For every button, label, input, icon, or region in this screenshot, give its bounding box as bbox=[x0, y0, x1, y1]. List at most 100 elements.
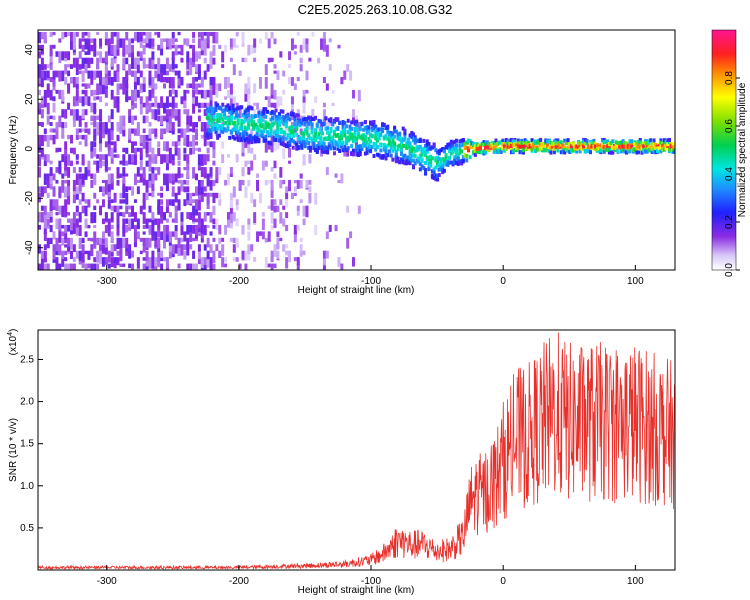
heatmap-ridge-cell bbox=[286, 133, 290, 138]
heatmap-noise-cell bbox=[99, 134, 103, 144]
heatmap-noise-cell bbox=[238, 70, 242, 76]
heatmap-ridge-cell bbox=[546, 145, 550, 150]
heatmap-ridge-cell bbox=[271, 122, 275, 127]
heatmap-noise-cell bbox=[96, 31, 100, 35]
heatmap-noise-cell bbox=[142, 173, 146, 186]
heatmap-noise-cell bbox=[145, 160, 149, 167]
heatmap-ridge-cell bbox=[554, 139, 558, 144]
heatmap-ridge-cell bbox=[247, 139, 251, 144]
heatmap-ridge-cell bbox=[241, 136, 245, 141]
heatmap-noise-cell bbox=[151, 38, 155, 47]
heatmap-ridge-cell bbox=[606, 144, 610, 149]
heatmap-ridge-cell bbox=[327, 137, 331, 142]
heatmap-noise-cell bbox=[110, 44, 114, 55]
heatmap-ridge-cell bbox=[302, 117, 306, 122]
heatmap-noise-cell bbox=[49, 179, 53, 190]
heatmap-ridge-cell bbox=[628, 149, 632, 154]
heatmap-noise-cell bbox=[235, 205, 239, 211]
heatmap-noise-cell bbox=[96, 51, 100, 56]
heatmap-ridge-cell bbox=[343, 121, 347, 126]
heatmap-noise-cell bbox=[258, 231, 262, 236]
heatmap-noise-cell bbox=[197, 109, 201, 113]
heatmap-ridge-cell bbox=[271, 110, 275, 115]
heatmap-noise-cell bbox=[81, 89, 85, 95]
heatmap-noise-cell bbox=[186, 128, 190, 133]
heatmap-ridge-cell bbox=[339, 134, 343, 139]
heatmap-noise-cell bbox=[177, 167, 181, 177]
colorbar-tick-label: 0.6 bbox=[724, 119, 735, 133]
heatmap-ridge-cell bbox=[231, 110, 235, 115]
heatmap-noise-cell bbox=[90, 244, 94, 257]
heatmap-ridge-cell bbox=[324, 136, 328, 141]
heatmap-ridge-cell bbox=[448, 155, 452, 160]
heatmap-noise-cell bbox=[38, 167, 41, 178]
heatmap-ridge-cell bbox=[336, 146, 340, 151]
heatmap-noise-cell bbox=[84, 109, 88, 116]
heatmap-ridge-cell bbox=[532, 143, 536, 148]
heatmap-ridge-cell bbox=[389, 131, 393, 136]
heatmap-noise-cell bbox=[43, 231, 47, 241]
heatmap-ridge-cell bbox=[566, 138, 570, 143]
heatmap-noise-cell bbox=[328, 64, 332, 71]
heatmap-ridge-cell bbox=[602, 144, 606, 149]
heatmap-ridge-cell bbox=[241, 131, 245, 136]
heatmap-noise-cell bbox=[78, 224, 82, 237]
heatmap-noise-cell bbox=[72, 31, 76, 43]
heatmap-ridge-cell bbox=[454, 143, 458, 148]
heatmap-noise-cell bbox=[163, 102, 167, 114]
heatmap-ridge-cell bbox=[475, 149, 479, 154]
heatmap-ridge-cell bbox=[540, 142, 544, 147]
heatmap-noise-cell bbox=[99, 205, 103, 216]
heatmap-ridge-cell bbox=[365, 140, 369, 145]
heatmap-ridge-cell bbox=[509, 146, 513, 151]
heatmap-noise-cell bbox=[84, 134, 88, 147]
heatmap-noise-cell bbox=[183, 199, 187, 207]
heatmap-noise-cell bbox=[183, 38, 187, 45]
heatmap-noise-cell bbox=[177, 160, 181, 166]
heatmap-ridge-cell bbox=[231, 106, 235, 111]
heatmap-ridge-cell bbox=[652, 148, 656, 153]
heatmap-ridge-cell bbox=[284, 124, 288, 129]
heatmap-noise-cell bbox=[90, 147, 94, 159]
heatmap-noise-cell bbox=[38, 224, 41, 230]
heatmap-noise-cell bbox=[64, 224, 68, 234]
heatmap-ridge-cell bbox=[614, 145, 618, 150]
heatmap-noise-cell bbox=[136, 89, 140, 98]
heatmap-noise-cell bbox=[131, 250, 135, 258]
heatmap-ridge-cell bbox=[425, 147, 429, 152]
heatmap-noise-cell bbox=[218, 250, 222, 259]
heatmap-noise-cell bbox=[58, 186, 62, 199]
heatmap-ridge-cell bbox=[546, 143, 550, 148]
heatmap-ridge-cell bbox=[564, 147, 568, 152]
heatmap-ridge-cell bbox=[279, 141, 283, 146]
heatmap-noise-cell bbox=[197, 83, 201, 88]
heatmap-ridge-cell bbox=[269, 141, 273, 146]
heatmap-ridge-cell bbox=[384, 156, 388, 161]
heatmap-ridge-cell bbox=[382, 142, 386, 147]
heatmap-noise-cell bbox=[209, 89, 213, 101]
heatmap-noise-cell bbox=[90, 270, 93, 275]
heatmap-ridge-cell bbox=[427, 146, 431, 151]
heatmap-ridge-cell bbox=[479, 145, 483, 150]
heatmap-noise-cell bbox=[206, 257, 210, 268]
heatmap-ridge-cell bbox=[319, 139, 323, 144]
heatmap-noise-cell bbox=[273, 199, 277, 206]
heatmap-ridge-cell bbox=[659, 149, 663, 154]
heatmap-noise-cell bbox=[157, 192, 161, 196]
heatmap-noise-cell bbox=[119, 237, 123, 248]
heatmap-ridge-cell bbox=[281, 129, 285, 134]
heatmap-ridge-cell bbox=[559, 142, 563, 147]
heatmap-noise-cell bbox=[131, 51, 135, 59]
heatmap-noise-cell bbox=[49, 89, 53, 101]
heatmap-ridge-cell bbox=[228, 121, 232, 126]
heatmap-ridge-cell bbox=[546, 139, 550, 144]
heatmap-ridge-cell bbox=[205, 115, 209, 120]
heatmap-noise-cell bbox=[160, 186, 164, 192]
heatmap-ridge-cell bbox=[320, 149, 324, 154]
heatmap-noise-cell bbox=[128, 244, 132, 255]
heatmap-ridge-cell bbox=[466, 148, 470, 153]
heatmap-noise-cell bbox=[64, 270, 67, 278]
heatmap-ridge-cell bbox=[558, 141, 562, 146]
heatmap-noise-cell bbox=[171, 38, 175, 45]
heatmap-noise-cell bbox=[90, 102, 94, 113]
